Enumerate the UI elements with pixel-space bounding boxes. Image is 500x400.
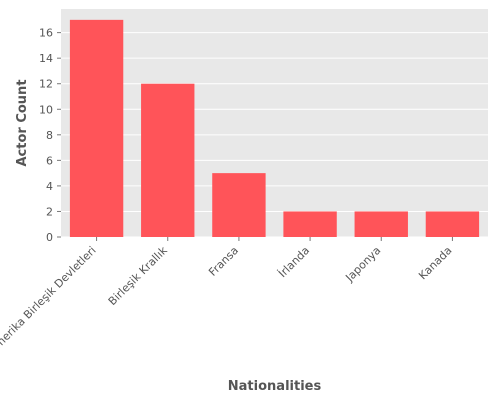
x-tick-label: Fransa <box>206 244 241 279</box>
y-tick-label: 2 <box>46 205 53 218</box>
y-tick-label: 14 <box>39 52 53 65</box>
bar <box>354 211 408 237</box>
y-tick-label: 8 <box>46 129 53 142</box>
x-tick-label: Japonya <box>342 244 383 285</box>
y-tick-label: 4 <box>46 180 53 193</box>
bar <box>69 19 124 237</box>
y-tick-label: 6 <box>46 154 53 167</box>
bar <box>141 83 195 237</box>
x-tick-label: İrlanda <box>276 244 312 280</box>
gridlines <box>61 32 488 238</box>
y-axis-title: Actor Count <box>15 79 30 166</box>
y-tick-label: 10 <box>39 103 53 116</box>
bar <box>425 211 480 237</box>
bar <box>212 173 266 237</box>
x-axis-ticks: Amerika Birleşik Devletleri Birleşik Kral… <box>0 237 455 356</box>
x-tick-label: Birleşik Krallık <box>106 243 171 308</box>
x-axis-title: Nationalities <box>228 379 322 394</box>
y-tick-label: 0 <box>46 231 53 244</box>
y-tick-label: 12 <box>39 78 53 91</box>
x-tick-label: Kanada <box>416 244 454 282</box>
plot-background <box>61 9 488 237</box>
y-tick-label: 16 <box>39 27 53 40</box>
bar <box>283 211 337 237</box>
bars <box>69 19 480 237</box>
y-axis-ticks: 0 2 4 6 8 10 12 14 16 <box>39 27 61 244</box>
x-tick-label: Amerika Birleşik Devletleri <box>0 244 99 356</box>
